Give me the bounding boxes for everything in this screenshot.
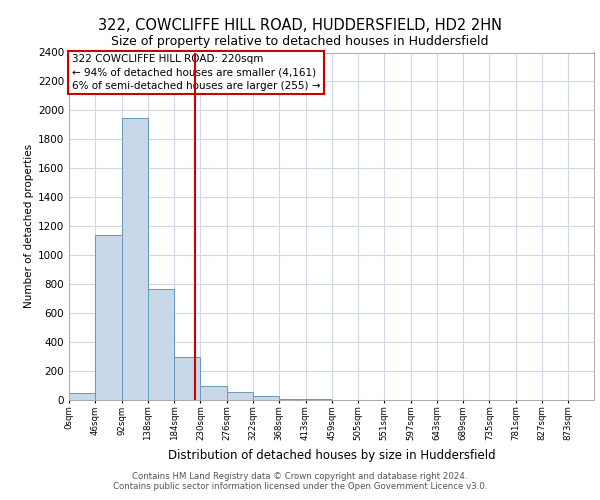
Text: Contains public sector information licensed under the Open Government Licence v3: Contains public sector information licen… <box>113 482 487 491</box>
Text: Size of property relative to detached houses in Huddersfield: Size of property relative to detached ho… <box>111 35 489 48</box>
Y-axis label: Number of detached properties: Number of detached properties <box>24 144 34 308</box>
Text: Contains HM Land Registry data © Crown copyright and database right 2024.: Contains HM Land Registry data © Crown c… <box>132 472 468 481</box>
X-axis label: Distribution of detached houses by size in Huddersfield: Distribution of detached houses by size … <box>167 449 496 462</box>
Bar <box>279 398 305 400</box>
Bar <box>227 392 253 400</box>
Bar <box>200 386 227 400</box>
Text: 322 COWCLIFFE HILL ROAD: 220sqm
← 94% of detached houses are smaller (4,161)
6% : 322 COWCLIFFE HILL ROAD: 220sqm ← 94% of… <box>71 54 320 90</box>
Bar <box>148 288 174 400</box>
Bar <box>174 356 200 400</box>
Bar <box>69 393 95 400</box>
Bar <box>95 235 122 400</box>
Text: 322, COWCLIFFE HILL ROAD, HUDDERSFIELD, HD2 2HN: 322, COWCLIFFE HILL ROAD, HUDDERSFIELD, … <box>98 18 502 32</box>
Bar <box>122 118 148 400</box>
Bar <box>253 396 279 400</box>
